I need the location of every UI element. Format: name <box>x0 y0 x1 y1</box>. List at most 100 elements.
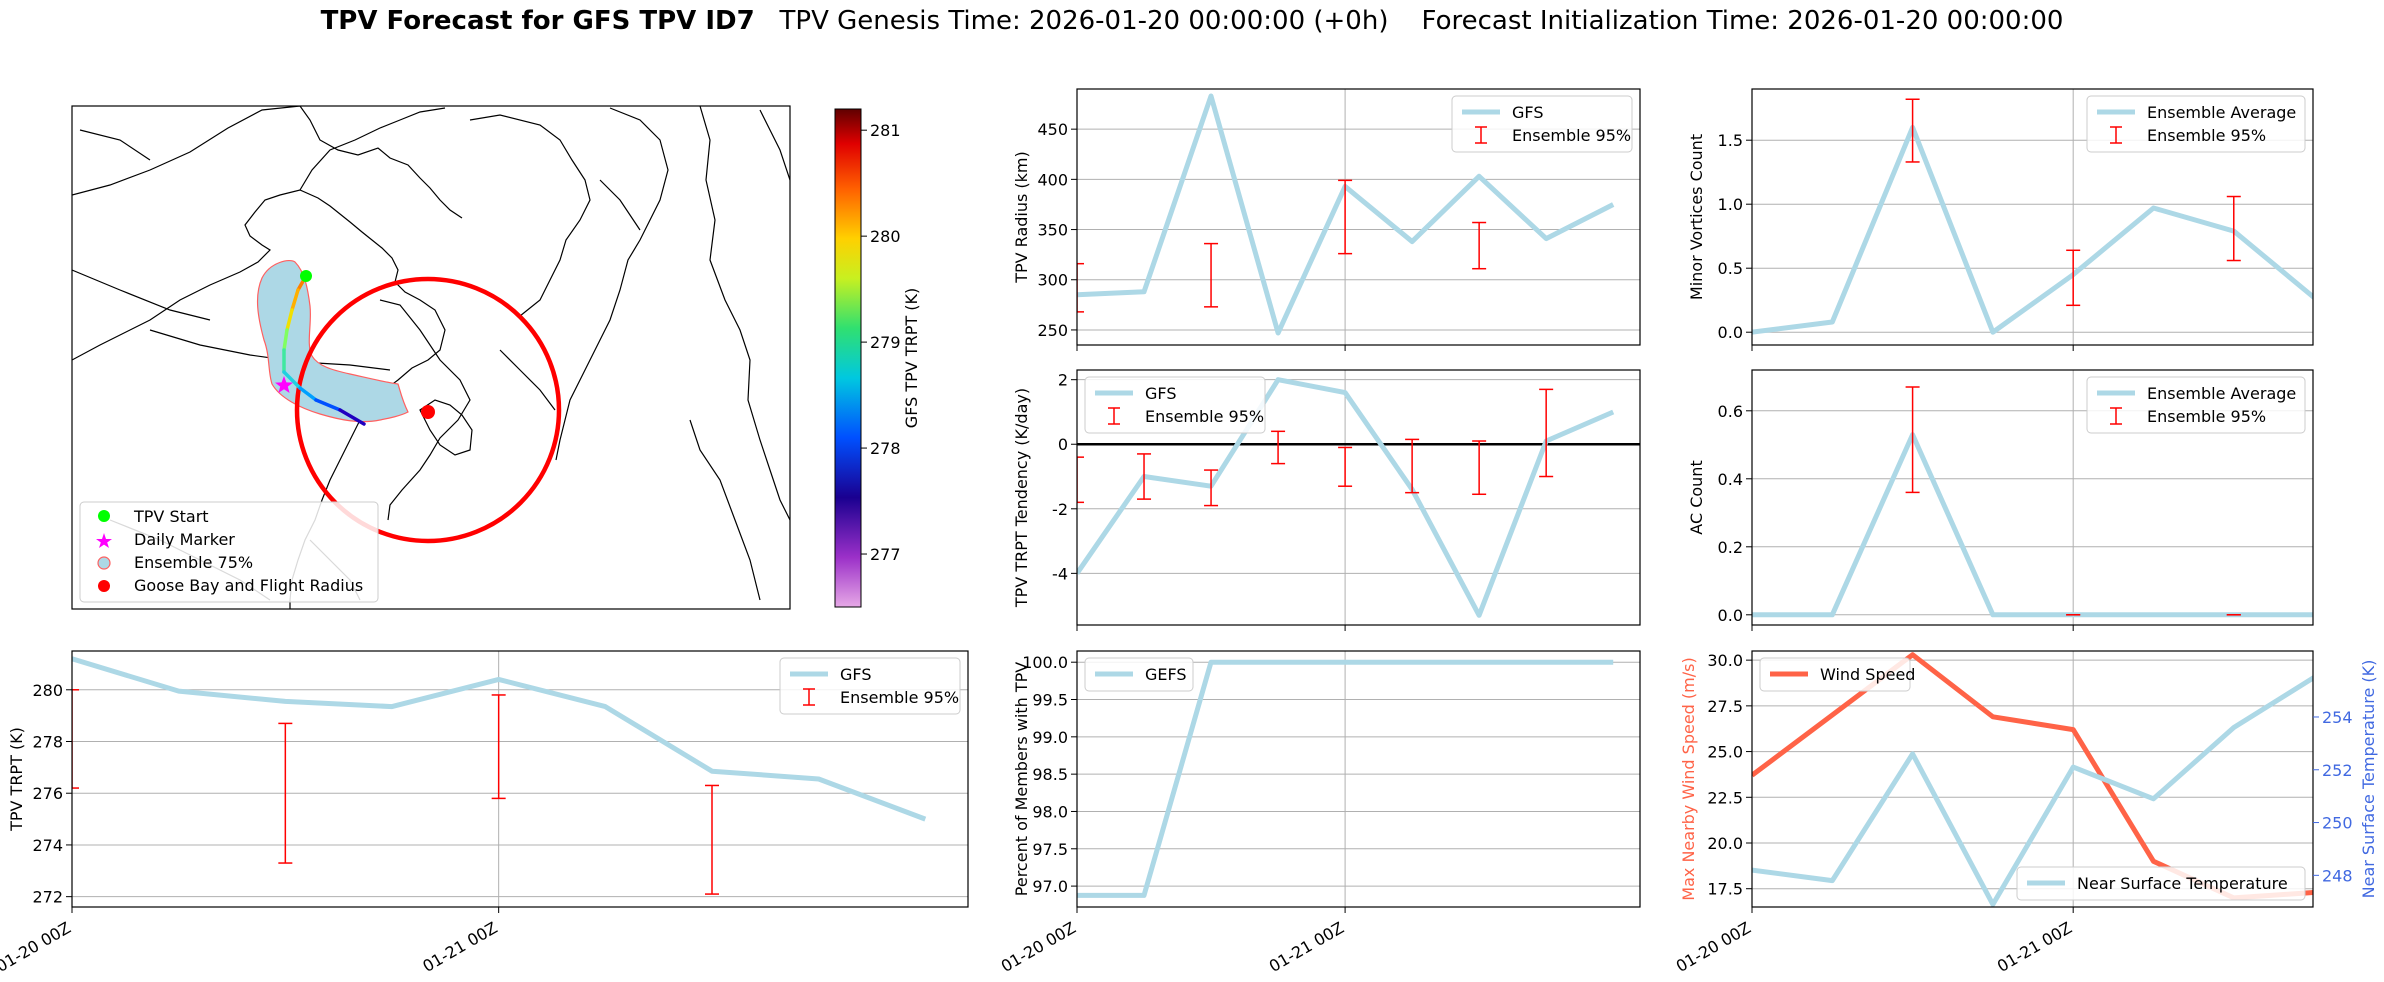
colorbar: GFS TPV TRPT (K) 277 278 279 280 281 <box>834 108 921 608</box>
colorbar-tick-label: 279 <box>870 333 901 352</box>
legend-label: Ensemble 95% <box>840 688 959 707</box>
errorbar <box>1405 438 1420 494</box>
x-tick-label: 01-20 00Z <box>1673 918 1754 976</box>
legend-daily-marker-icon <box>96 533 112 548</box>
y-axis-label: Percent of Members with TPV <box>1012 662 1031 896</box>
y2-tick-label: 248 <box>2322 866 2353 885</box>
y-tick-label: 274 <box>32 836 63 855</box>
y-axis-label: TPV TRPT Tendency (K/day) <box>1012 388 1031 608</box>
legend-box <box>2086 376 2306 434</box>
flight-radius-circle <box>294 276 562 544</box>
errorbar <box>1905 98 1920 163</box>
axes-frame <box>1076 650 1641 908</box>
legend: Wind Speed <box>1759 657 1915 692</box>
legend-label: GFS <box>1512 103 1543 122</box>
errorbar <box>1271 430 1286 465</box>
errorbar <box>2226 195 2241 262</box>
legend-label: Ensemble 95% <box>2147 126 2266 145</box>
axes-frame <box>1751 88 2314 346</box>
legend-tpv-start-icon <box>98 510 110 522</box>
map-content <box>72 106 790 609</box>
errorbar <box>1137 453 1152 500</box>
y-tick-label: 0.0 <box>1718 323 1743 342</box>
x-tick-label: 01-20 00Z <box>0 918 74 976</box>
legend: Ensemble Average Ensemble 95% <box>2086 376 2306 434</box>
legend-label: Ensemble 95% <box>2147 407 2266 426</box>
axes-frame <box>1076 88 1641 346</box>
y-tick-label: 97.0 <box>1032 877 1068 896</box>
axes-frame <box>1751 650 2314 908</box>
x-tick-label: 01-20 00Z <box>998 918 1079 976</box>
errorbar <box>1472 440 1487 496</box>
y-tick-label: 99.0 <box>1032 728 1068 747</box>
plot-area <box>1752 432 2313 618</box>
title-bold: TPV Forecast for GFS TPV ID7 <box>320 6 755 36</box>
title-genesis: TPV Genesis Time: 2026-01-20 00:00:00 (+… <box>779 6 1389 36</box>
x-tick-label: 01-21 00Z <box>1266 918 1347 976</box>
y-tick-label: 17.5 <box>1707 880 1743 899</box>
legend-label: Ensemble Average <box>2147 103 2296 122</box>
legend-box <box>1759 657 1911 692</box>
x-tick-label: 01-21 00Z <box>419 918 500 976</box>
plot-area <box>72 656 927 822</box>
legend-box <box>2016 866 2306 901</box>
daily-marker <box>275 376 293 393</box>
colorbar-label: GFS TPV TRPT (K) <box>902 288 921 428</box>
y-tick-label: 100.0 <box>1022 653 1068 672</box>
errorbar <box>1077 262 1084 313</box>
legend-label: Ensemble 95% <box>1145 407 1264 426</box>
y-tick-label: 272 <box>32 888 63 907</box>
y-tick-label: 280 <box>32 681 63 700</box>
legend: GFS Ensemble 95% <box>1084 376 1266 434</box>
y-tick-label: 97.5 <box>1032 840 1068 859</box>
y-tick-label: 1.0 <box>1718 195 1743 214</box>
y-tick-label: 0 <box>1058 435 1068 454</box>
y-axis-label: Minor Vortices Count <box>1687 134 1706 300</box>
plot-area <box>1752 124 2313 335</box>
y-axis-label: AC Count <box>1687 460 1706 534</box>
errorbar <box>705 784 719 895</box>
colorbar-tick-label: 277 <box>870 545 901 564</box>
errorbar <box>1204 242 1219 308</box>
tpv-track <box>282 274 366 426</box>
y2-tick-label: 252 <box>2322 761 2353 780</box>
axes-frame <box>1751 369 2314 626</box>
y-tick-label: 0.0 <box>1718 606 1743 625</box>
y-tick-label: 2 <box>1058 371 1068 390</box>
y-tick-label: 98.5 <box>1032 765 1068 784</box>
errorbar <box>1472 221 1487 270</box>
legend-label: Near Surface Temperature <box>2077 874 2288 893</box>
tpv-start-marker <box>300 270 312 282</box>
legend-label: Ensemble Average <box>2147 384 2296 403</box>
chart-minor: 0.0 0.5 1.0 1.5 Minor Vortices Count Ensemble… <box>1687 88 2314 351</box>
legend-label: Wind Speed <box>1820 665 1915 684</box>
y-axis-label: TPV Radius (km) <box>1012 151 1031 284</box>
errorbar <box>278 722 293 864</box>
y-tick-label: 400 <box>1037 170 1068 189</box>
map-frame <box>71 105 791 610</box>
series-line-ensemble-average <box>1752 124 2313 335</box>
y-tick-label: 98.0 <box>1032 802 1068 821</box>
y-tick-label: 99.5 <box>1032 691 1068 710</box>
colorbar-bar <box>834 108 862 608</box>
legend-goose-bay-icon <box>98 580 110 592</box>
errorbar <box>2066 249 2081 307</box>
y-tick-label: 450 <box>1037 120 1068 139</box>
legend: Near Surface Temperature <box>2016 866 2306 901</box>
errorbar <box>491 694 506 800</box>
legend: GEFS <box>1084 657 1194 692</box>
axes-frame <box>1076 369 1641 626</box>
chart-percent: 97.0 97.5 98.0 98.5 99.0 99.5 100.0 01-20 00Z 01… <box>998 650 1641 976</box>
legend-label: Ensemble 95% <box>1512 126 1631 145</box>
x-tick-label: 01-21 00Z <box>1994 918 2075 976</box>
errorbar <box>1905 386 1920 494</box>
legend-box <box>1084 657 1194 692</box>
y2-tick-label: 254 <box>2322 708 2353 727</box>
y-tick-label: 1.5 <box>1718 131 1743 150</box>
y-tick-label: 300 <box>1037 271 1068 290</box>
y-tick-label: -4 <box>1052 564 1068 583</box>
y2-tick-label: 250 <box>2322 814 2353 833</box>
series-line-near-surface-temperature <box>1752 675 2313 907</box>
